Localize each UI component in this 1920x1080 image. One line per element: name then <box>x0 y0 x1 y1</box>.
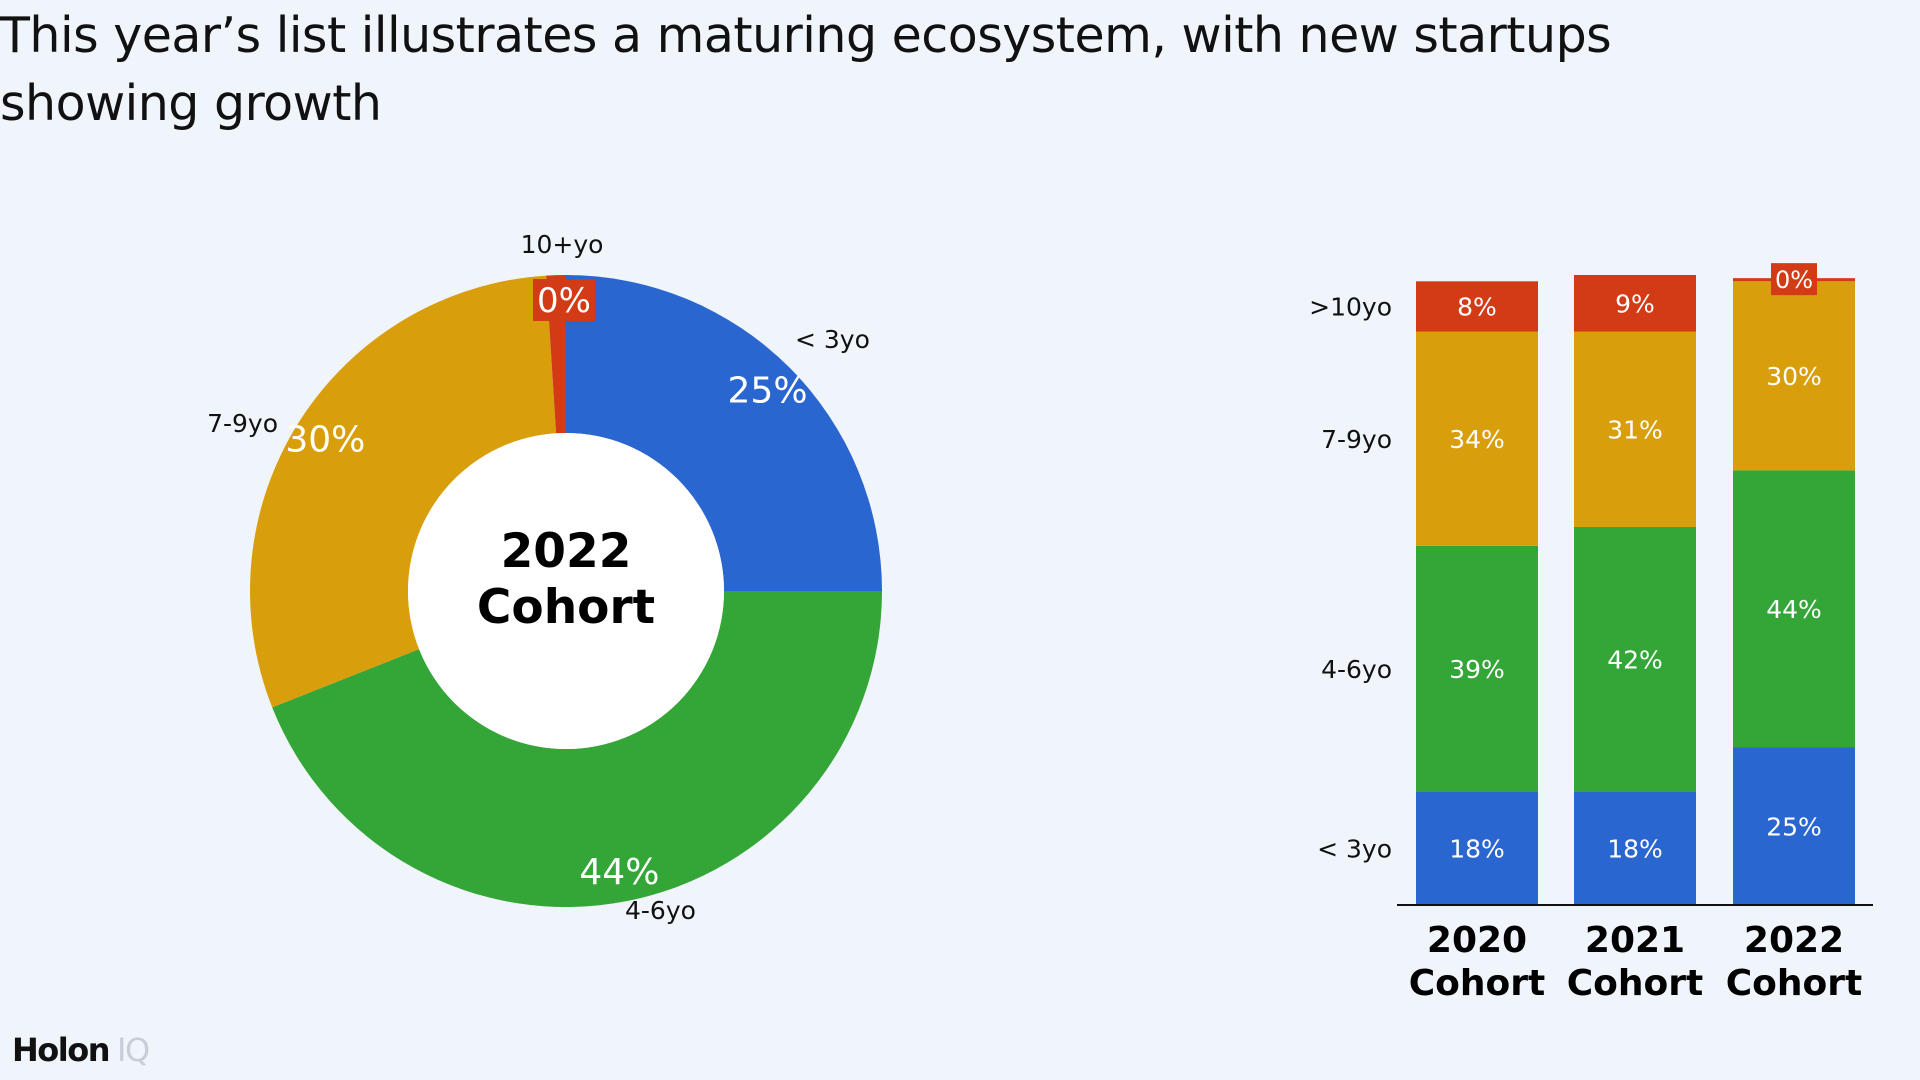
bar-series-label: 7-9yo <box>1321 425 1392 454</box>
donut-category-label: < 3yo <box>795 325 870 354</box>
bar-segment <box>1574 791 1696 905</box>
bar-value-label: 8% <box>1457 293 1497 322</box>
donut-center-label: 2022 <box>501 524 632 579</box>
bar-segment <box>1733 470 1855 748</box>
bar-value-label: 30% <box>1766 362 1822 391</box>
bar-category-label: Cohort <box>1726 963 1862 1004</box>
donut-slice-1 <box>272 591 882 907</box>
bar-value-label: 18% <box>1607 834 1663 863</box>
bar-segment <box>1574 275 1696 332</box>
donut-category-label: 4-6yo <box>625 896 696 925</box>
bar-category-label: 2022 <box>1744 920 1844 961</box>
bar-value-label: 44% <box>1766 595 1822 624</box>
donut-value-label: 25% <box>728 370 808 411</box>
donut-small-label-box <box>533 279 595 321</box>
logo-primary: Holon <box>12 1031 111 1069</box>
bar-value-label: 0% <box>1775 266 1813 294</box>
donut-value-label: 44% <box>579 852 659 893</box>
bar-segment <box>1574 527 1696 792</box>
holoniq-logo: Holon IQ <box>12 1030 150 1070</box>
bar-segment <box>1733 747 1855 905</box>
bar-series-label: 4-6yo <box>1321 655 1392 684</box>
donut-chart: 25% < 3yo 44% 4-6yo 30%7-9yo 0% 10+yo 2022Cohor… <box>207 230 882 925</box>
donut-hole <box>408 433 724 749</box>
donut-center-label: Cohort <box>477 580 655 635</box>
stacked-bar-chart: 18%39%34%8%2020Cohort18%42%31%9%2021Coho… <box>1309 263 1873 1004</box>
bar-segment <box>1416 331 1538 546</box>
donut-category-label: 10+yo <box>521 230 604 259</box>
page-title: This year’s list illustrates a maturing … <box>0 7 1612 132</box>
donut-value-label: 30% <box>285 419 365 460</box>
bar-value-label: 42% <box>1607 645 1663 674</box>
bar-segment <box>1574 331 1696 527</box>
donut-slice-0 <box>566 275 882 591</box>
logo-secondary: IQ <box>117 1031 150 1069</box>
bar-segment <box>1416 791 1538 905</box>
donut-slice-2 <box>250 275 557 708</box>
bar-value-label: 18% <box>1449 834 1505 863</box>
bar-value-label: 34% <box>1449 425 1505 454</box>
bar-segment <box>1416 545 1538 792</box>
bar-category-label: 2021 <box>1585 920 1685 961</box>
bar-category-label: Cohort <box>1409 963 1545 1004</box>
bar-series-label: < 3yo <box>1317 834 1392 863</box>
bar-segment <box>1733 281 1855 471</box>
bar-value-label: 25% <box>1766 812 1822 841</box>
bar-value-label: 31% <box>1607 415 1663 444</box>
bar-segment <box>1416 281 1538 332</box>
bar-value-label: 9% <box>1615 289 1655 318</box>
bar-small-label-box <box>1771 263 1817 296</box>
donut-value-label: 0% <box>537 281 591 321</box>
bar-value-label: 39% <box>1449 655 1505 684</box>
bar-category-label: Cohort <box>1567 963 1703 1004</box>
donut-category-label: 7-9yo <box>207 409 278 438</box>
bar-series-label: >10yo <box>1309 293 1392 322</box>
bar-category-label: 2020 <box>1427 920 1527 961</box>
